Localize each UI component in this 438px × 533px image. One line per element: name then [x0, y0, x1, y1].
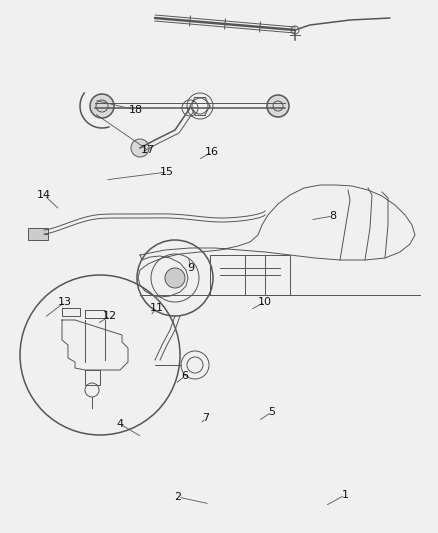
- Text: 15: 15: [160, 167, 174, 177]
- Text: 10: 10: [258, 297, 272, 307]
- Circle shape: [267, 95, 289, 117]
- Circle shape: [165, 268, 185, 288]
- Text: 9: 9: [187, 263, 194, 273]
- Text: 2: 2: [174, 492, 182, 502]
- Text: 1: 1: [342, 490, 349, 500]
- Text: 16: 16: [205, 147, 219, 157]
- Text: 11: 11: [150, 303, 164, 313]
- Text: 5: 5: [268, 407, 276, 417]
- Circle shape: [131, 139, 149, 157]
- Text: 14: 14: [37, 190, 51, 200]
- Text: 4: 4: [117, 419, 124, 429]
- Text: 7: 7: [202, 413, 209, 423]
- Text: 17: 17: [141, 145, 155, 155]
- Circle shape: [90, 94, 114, 118]
- Text: 8: 8: [329, 211, 336, 221]
- FancyBboxPatch shape: [28, 228, 48, 240]
- Text: 13: 13: [58, 297, 72, 307]
- Text: 18: 18: [129, 105, 143, 115]
- Text: 6: 6: [181, 371, 188, 381]
- Text: 12: 12: [103, 311, 117, 321]
